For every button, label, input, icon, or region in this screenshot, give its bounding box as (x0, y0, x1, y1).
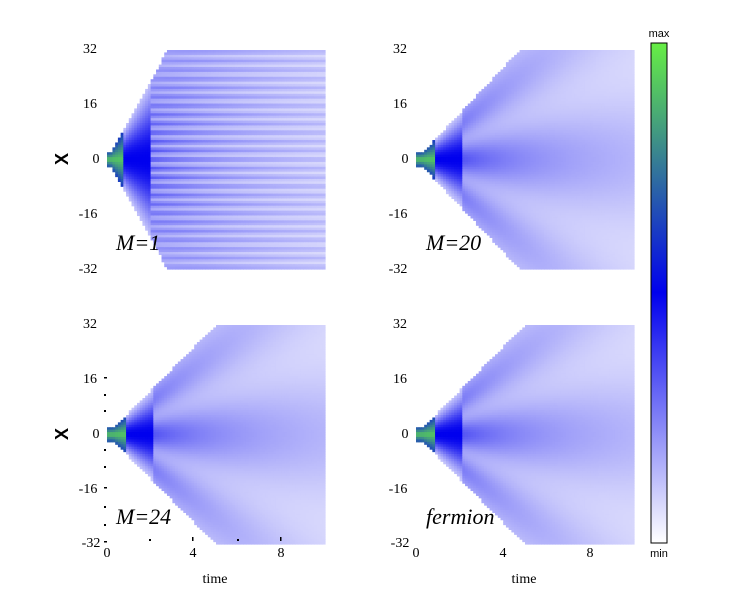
panel-m1: 32 16 0 -16 -32 X M=1 (52, 42, 326, 277)
